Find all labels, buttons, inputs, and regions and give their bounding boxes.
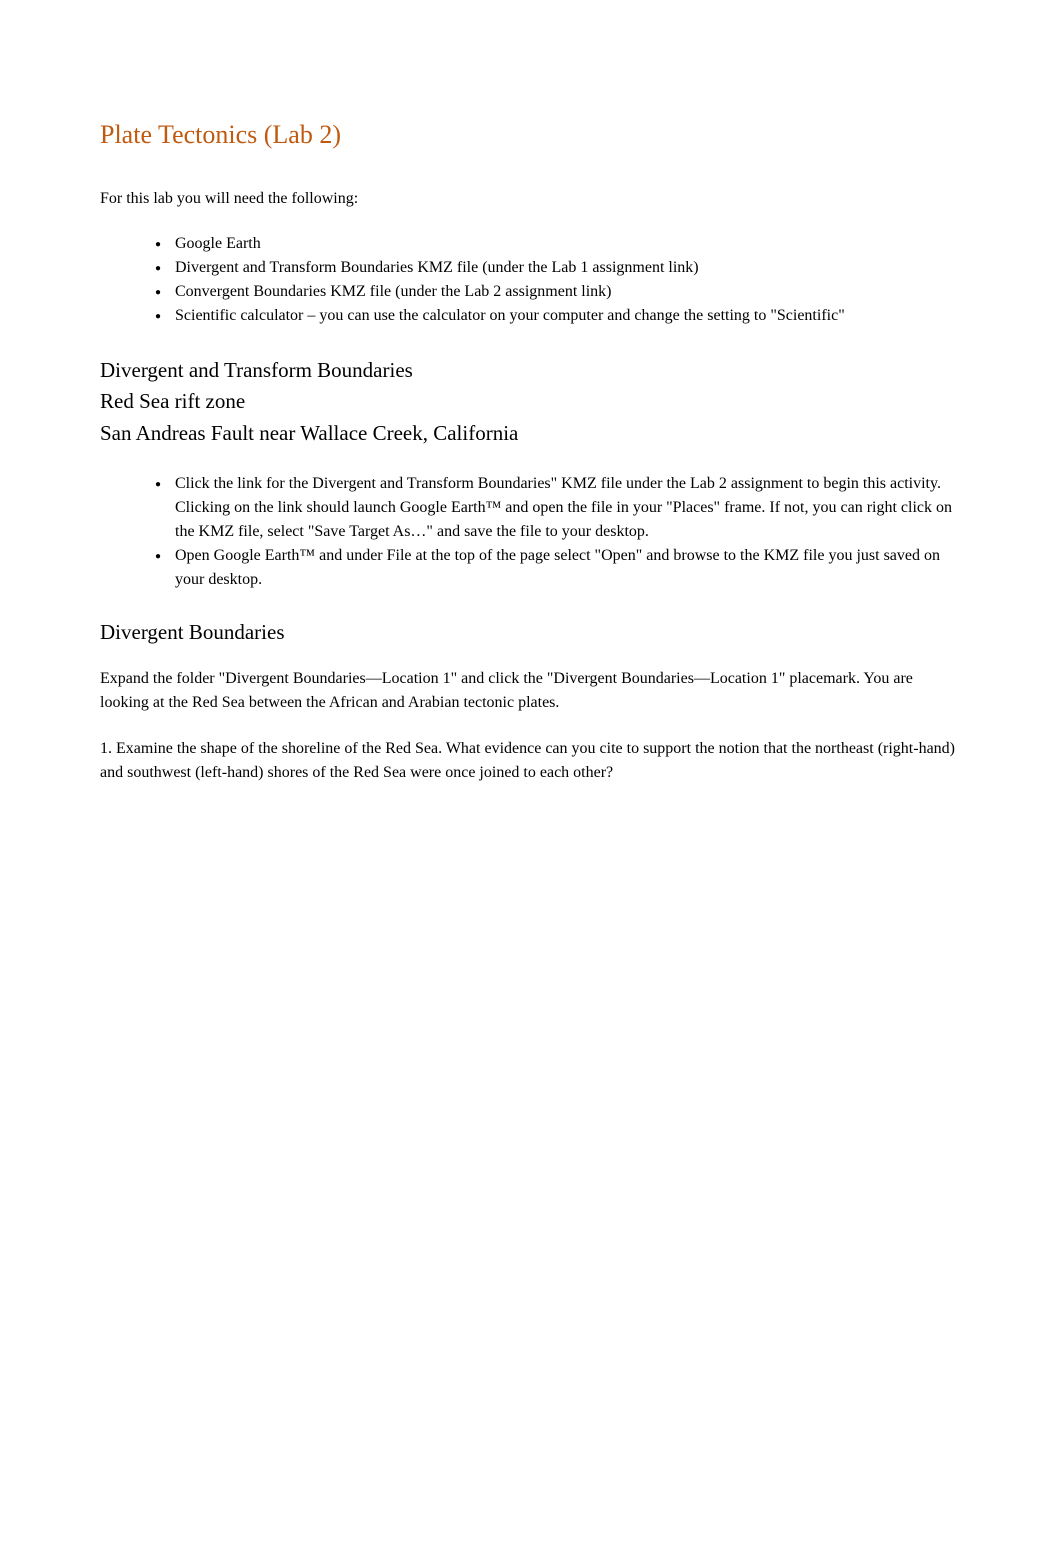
instructions-list: Click the link for the Divergent and Tra… (100, 472, 962, 592)
list-item: Google Earth (155, 232, 962, 256)
list-item: Open Google Earth™ and under File at the… (155, 544, 962, 592)
body-paragraph: Expand the folder "Divergent Boundaries—… (100, 667, 962, 715)
list-item: Click the link for the Divergent and Tra… (155, 472, 962, 544)
subsection-heading: Divergent Boundaries (100, 620, 962, 645)
list-item: Convergent Boundaries KMZ file (under th… (155, 280, 962, 304)
materials-list: Google Earth Divergent and Transform Bou… (100, 232, 962, 328)
section-heading: Red Sea rift zone (100, 387, 962, 416)
intro-text: For this lab you will need the following… (100, 190, 962, 208)
section-heading: San Andreas Fault near Wallace Creek, Ca… (100, 419, 962, 448)
lab-title: Plate Tectonics (Lab 2) (100, 120, 962, 150)
list-item: Divergent and Transform Boundaries KMZ f… (155, 256, 962, 280)
question-text: 1. Examine the shape of the shoreline of… (100, 737, 962, 785)
list-item: Scientific calculator – you can use the … (155, 304, 962, 328)
section-heading: Divergent and Transform Boundaries (100, 356, 962, 385)
